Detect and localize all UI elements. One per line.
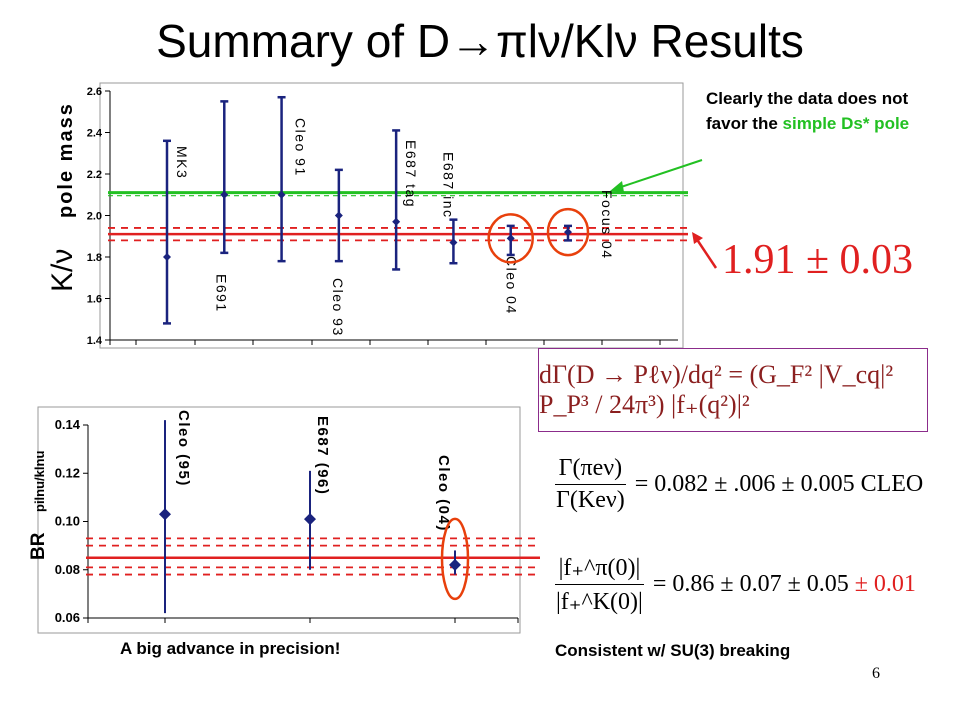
point-label: MK3 [174, 146, 190, 179]
data-point [449, 238, 458, 247]
pole-mass-value: 1.91 ± 0.03 [722, 237, 914, 283]
data-point [334, 211, 343, 220]
y-tick-label: 0.06 [55, 610, 80, 625]
page-number: 6 [872, 665, 880, 682]
point-label: E687 tag [403, 140, 419, 208]
red-arrow-head [692, 232, 703, 244]
y-tick-label: 1.4 [87, 335, 103, 347]
point-label: E687 inc [440, 152, 456, 218]
form-factor-numerator: |f₊^π(0)| [554, 553, 645, 585]
y-axis-label: K/ν [46, 249, 79, 292]
y-tick-label: 0.08 [55, 562, 80, 577]
y-tick-label: 1.6 [87, 294, 102, 306]
ratio-result: = 0.082 ± .006 ± 0.005 CLEO [634, 471, 924, 497]
ratio-fraction: Γ(πeν) Γ(Keν) [552, 455, 629, 514]
y-axis-sublabel: pole mass [55, 102, 77, 218]
data-point [392, 217, 401, 226]
precision-caption: A big advance in precision! [120, 639, 341, 658]
data-point [163, 253, 171, 261]
form-factor-extra-error: ± 0.01 [854, 571, 916, 597]
y-axis-sublabel: pilnu/klnu [32, 451, 47, 512]
y-tick-label: 0.10 [55, 514, 80, 529]
ratio-numerator: Γ(πeν) [554, 455, 627, 485]
data-point [449, 558, 461, 571]
y-tick-label: 2.2 [87, 169, 102, 181]
conclusion-note: Clearly the data does not favor the simp… [706, 86, 916, 136]
form-factor-denominator: |f₊^K(0)| [556, 589, 643, 615]
form-factor-result: = 0.86 ± 0.07 ± 0.05 [652, 571, 849, 597]
y-tick-label: 1.8 [87, 252, 102, 264]
y-tick-label: 0.12 [55, 465, 80, 480]
y-tick-label: 2.4 [87, 128, 103, 140]
chart-frame [37, 406, 521, 634]
point-label: Cleo 04 [504, 256, 520, 315]
data-point [506, 234, 515, 243]
note-text: Clearly the data does not favor the [706, 89, 909, 133]
highlight-circle-cleo04 [487, 213, 534, 264]
data-point [159, 508, 171, 521]
pole-mass-chart: 1.4 1.6 1.8 2.0 2.2 2.4 2.6 MK3 E691 Cleo 91 Cleo … [46, 82, 688, 349]
data-point [220, 190, 229, 199]
point-label: Cleo (04) [435, 455, 452, 532]
page-title: Summary of D→πlν/Klν Results [156, 15, 804, 67]
highlight-circle-cleo04-br [440, 517, 470, 601]
y-tick-label: 0.14 [55, 417, 81, 432]
green-arrow [617, 159, 703, 189]
ratio-denominator: Γ(Keν) [556, 487, 625, 513]
data-point [564, 228, 572, 237]
rate-formula-box: dΓ(D → Pℓν)/dq² = (G_F² |V_cq|² P_P³ / 2… [538, 348, 928, 432]
red-arrow [694, 237, 718, 269]
form-factor-equation: |f₊^π(0)| |f₊^K(0)| = 0.86 ± 0.07 ± 0.05… [552, 553, 916, 616]
data-point [304, 513, 316, 526]
y-tick-label: 2.0 [87, 211, 102, 223]
note-green-text: simple Ds* pole [782, 114, 910, 133]
annotations [440, 159, 718, 601]
chart-frame [99, 82, 684, 349]
y-tick-label: 2.6 [87, 86, 102, 98]
form-factor-fraction: |f₊^π(0)| |f₊^K(0)| [552, 553, 647, 616]
data-point [277, 190, 286, 199]
point-label: E691 [213, 274, 229, 313]
point-label: E687 (96) [314, 416, 331, 495]
green-arrow-head [610, 181, 624, 192]
point-label: Cleo 93 [330, 278, 346, 337]
ratio-equation: Γ(πeν) Γ(Keν) = 0.082 ± .006 ± 0.005 CLE… [552, 455, 923, 514]
su3-caption: Consistent w/ SU(3) breaking [555, 641, 791, 660]
rate-formula: dΓ(D → Pℓν)/dq² = (G_F² |V_cq|² P_P³ / 2… [539, 360, 894, 419]
highlight-circle-focus04 [546, 207, 590, 257]
point-label: Cleo (95) [175, 410, 192, 487]
point-label: Cleo 91 [293, 118, 309, 177]
point-label: Focus 04 [599, 190, 615, 260]
y-axis-label: BR [28, 532, 49, 560]
branching-ratio-chart: 0.06 0.08 0.10 0.12 0.14 Cleo (95) E687 (96) Cl… [28, 406, 540, 634]
